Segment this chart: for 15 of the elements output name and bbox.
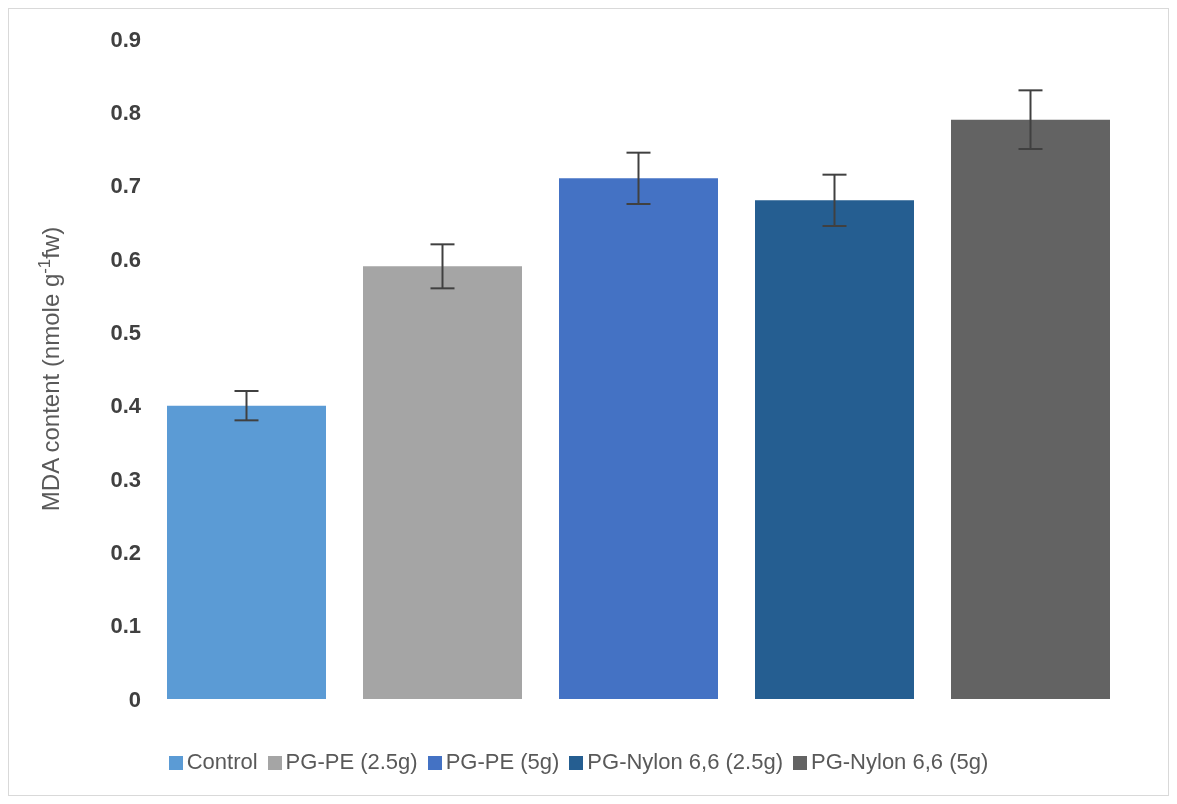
legend-label: PG-PE (5g) — [445, 749, 560, 774]
legend-label: PG-Nylon 6,6 (2.5g) — [587, 749, 783, 774]
y-tick-label: 0.7 — [110, 173, 141, 199]
y-tick-label: 0.8 — [110, 100, 141, 126]
y-tick-label: 0.6 — [110, 246, 141, 272]
y-tick-label: 0.3 — [110, 466, 141, 492]
legend-label: Control — [186, 749, 258, 774]
legend-label: PG-PE (2.5g) — [285, 749, 418, 774]
y-tick-label: 0.1 — [110, 613, 141, 639]
y-tick-label: 0.9 — [110, 26, 141, 52]
legend-label: PG-Nylon 6,6 (5g) — [811, 749, 989, 774]
y-tick-label: 0.4 — [110, 393, 142, 419]
y-tick-label: 0.2 — [110, 540, 141, 566]
y-tick-label: 0 — [128, 686, 141, 712]
y-tick-label: 0.5 — [110, 320, 141, 346]
